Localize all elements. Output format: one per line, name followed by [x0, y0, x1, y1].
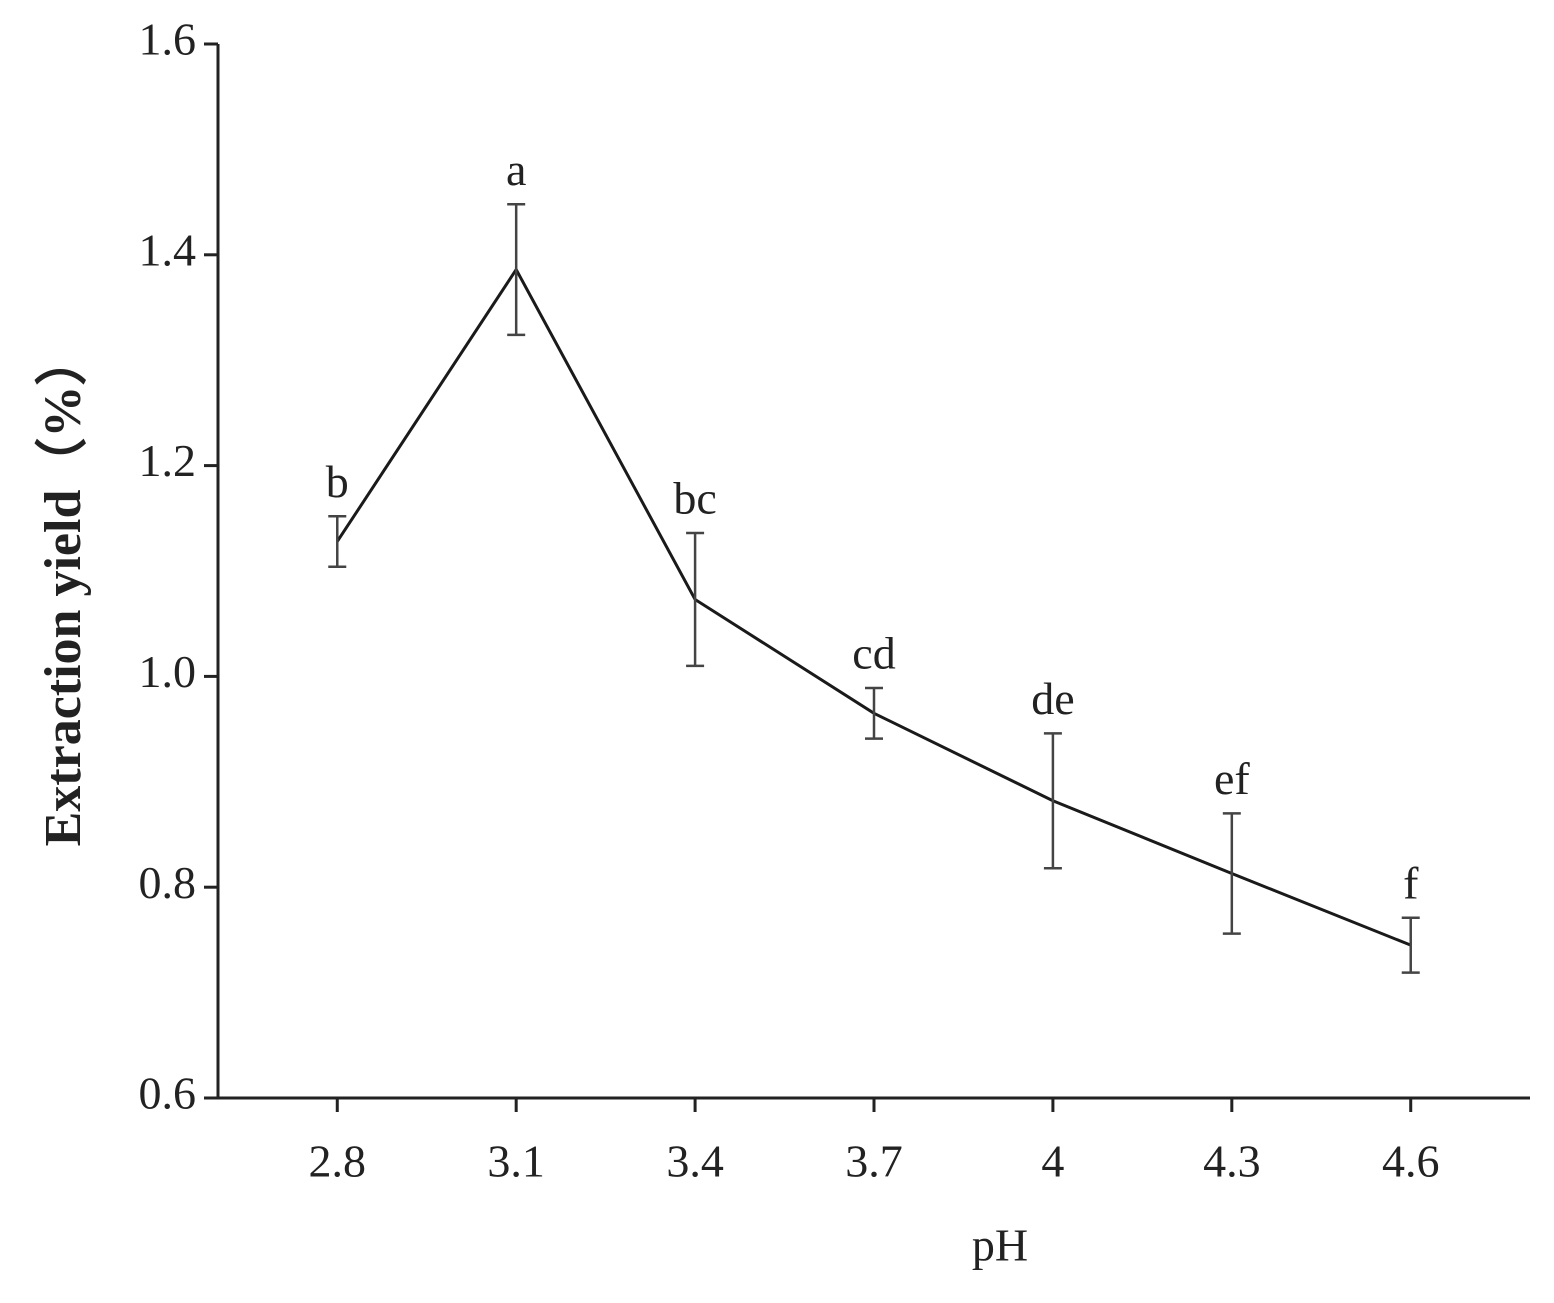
y-tick-label: 1.0: [139, 646, 197, 697]
y-tick-label: 1.2: [139, 435, 197, 486]
point-label: a: [506, 144, 526, 195]
point-label: ef: [1214, 753, 1250, 804]
y-tick-label: 1.4: [139, 224, 197, 275]
y-tick-label: 0.8: [139, 857, 197, 908]
x-tick-label: 2.8: [309, 1136, 367, 1187]
x-tick-label: 4.6: [1382, 1136, 1440, 1187]
point-label: b: [326, 456, 349, 507]
x-tick-label: 3.7: [845, 1136, 903, 1187]
data-line: [336, 266, 1412, 947]
x-tick-label: 3.1: [487, 1136, 545, 1187]
x-tick-label: 4: [1041, 1136, 1064, 1187]
point-label: de: [1031, 673, 1074, 724]
point-label: f: [1403, 857, 1419, 908]
point-label: cd: [852, 628, 895, 679]
y-axis-label: Extraction yield（%）: [34, 334, 92, 847]
x-tick-label: 4.3: [1203, 1136, 1261, 1187]
y-tick-label: 0.6: [139, 1068, 197, 1119]
point-label: bc: [673, 473, 716, 524]
x-axis-label: pH: [972, 1220, 1028, 1271]
x-tick-label: 3.4: [666, 1136, 724, 1187]
y-tick-label: 1.6: [139, 14, 197, 65]
